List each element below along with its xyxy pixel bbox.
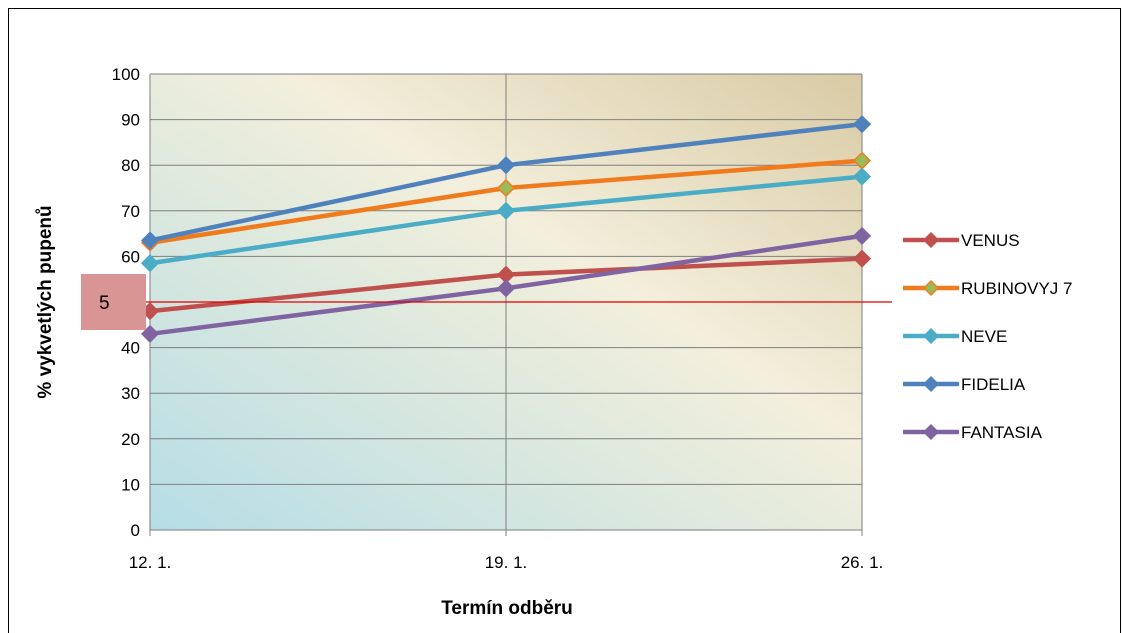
series-lines: [140, 115, 872, 343]
data-point: [852, 115, 872, 134]
y-tick-label: 80: [121, 156, 140, 175]
y-tick-label: 10: [121, 475, 140, 494]
x-tick-label: 26. 1.: [841, 553, 884, 572]
y-tick-label: 0: [131, 521, 140, 540]
y-tick-label: 20: [121, 430, 140, 449]
annotation-label: 5: [99, 293, 110, 314]
y-tick-label: 60: [121, 247, 140, 266]
y-tick-label: 70: [121, 202, 140, 221]
data-point: [852, 167, 872, 186]
legend-item: VENUS: [903, 231, 1020, 250]
series-neve: [140, 167, 872, 273]
series-fidelia: [140, 115, 872, 250]
legend-label: FANTASIA: [961, 423, 1043, 442]
data-point: [496, 156, 516, 175]
y-axis-title: % vykvetlých pupenů: [35, 205, 56, 398]
x-tick-label: 12. 1.: [129, 553, 172, 572]
data-point: [496, 178, 516, 198]
legend-label: NEVE: [961, 327, 1007, 346]
legend-marker: [922, 231, 940, 249]
data-point: [496, 279, 516, 298]
annotation-box: [81, 274, 146, 330]
legend-item: FIDELIA: [903, 375, 1026, 394]
y-tick-label: 90: [121, 111, 140, 130]
legend-marker: [922, 327, 940, 345]
data-point: [852, 249, 872, 268]
data-point: [140, 231, 160, 250]
data-point: [852, 226, 872, 245]
legend-label: FIDELIA: [961, 375, 1026, 394]
y-tick-label: 40: [121, 339, 140, 358]
legend-item: NEVE: [903, 327, 1007, 346]
x-tick-label: 19. 1.: [485, 553, 528, 572]
data-point: [140, 254, 160, 273]
legend-item: RUBINOVYJ 7: [903, 279, 1072, 298]
legend-label: VENUS: [961, 231, 1020, 250]
x-axis-title: Termín odběru: [441, 598, 573, 619]
series-fantasia: [140, 226, 872, 343]
y-tick-label: 30: [121, 384, 140, 403]
x-tick-labels: 12. 1. 19. 1. 26. 1.: [129, 553, 884, 572]
data-point: [496, 201, 516, 220]
y-tick-label: 100: [112, 65, 140, 84]
series-venus: [140, 249, 872, 321]
legend-label: RUBINOVYJ 7: [961, 279, 1072, 298]
legend-item: FANTASIA: [903, 423, 1043, 442]
legend-marker: [922, 375, 940, 393]
annotation: 5: [81, 274, 892, 330]
legend-marker: [922, 279, 940, 297]
legend: VENUS RUBINOVYJ 7 NEVE FIDELIA FANTASIA: [903, 231, 1072, 442]
legend-marker: [922, 423, 940, 441]
